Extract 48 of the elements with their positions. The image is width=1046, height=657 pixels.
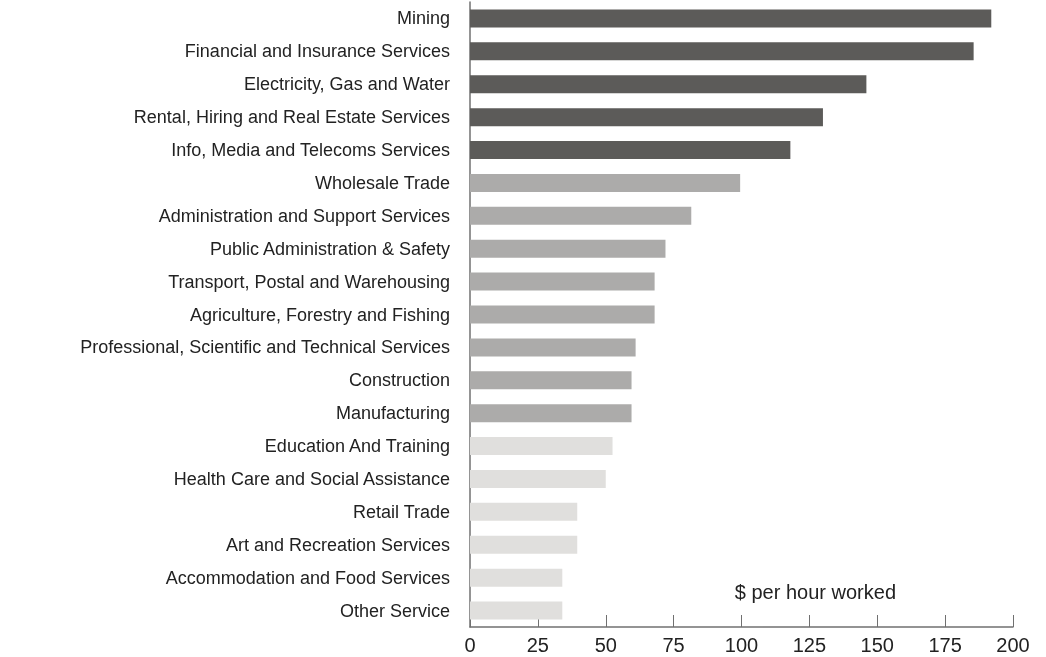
y-tick-label: Art and Recreation Services [225, 534, 450, 555]
x-tick-label: 100 [724, 634, 759, 656]
bar [470, 338, 636, 357]
x-axis-title: $ per hour worked [734, 581, 896, 603]
bar [470, 371, 632, 390]
bar [470, 502, 578, 521]
x-tick-label: 125 [792, 634, 827, 656]
x-tick-label: 0 [464, 634, 476, 656]
x-tick-label: 200 [996, 634, 1030, 656]
bar [470, 173, 741, 192]
y-tick-label: Manufacturing [335, 403, 450, 424]
y-tick-label: Agriculture, Forestry and Fishing [189, 304, 450, 325]
bar [470, 42, 974, 61]
bar [470, 108, 823, 127]
y-tick-label: Health Care and Social Assistance [173, 468, 450, 489]
y-tick-label: Rental, Hiring and Real Estate Services [133, 107, 450, 128]
bar [470, 437, 613, 456]
y-tick-label: Mining [396, 8, 450, 29]
x-tick-label: 150 [860, 634, 894, 656]
x-tick-label: 50 [594, 634, 617, 656]
x-tick-label: 75 [662, 634, 685, 656]
y-tick-label: Professional, Scientific and Technical Services [80, 337, 450, 358]
bar [470, 535, 578, 554]
y-tick-label: Transport, Postal and Warehousing [168, 271, 450, 292]
bar [470, 601, 563, 620]
x-tick-label: 175 [928, 634, 962, 656]
bar [470, 272, 655, 291]
bar [470, 206, 692, 225]
y-tick-label: Electricity, Gas and Water [243, 74, 450, 95]
y-tick-label: Other Service [339, 600, 450, 621]
y-tick-label: Administration and Support Services [158, 205, 450, 226]
bar [470, 305, 655, 324]
y-tick-label: Education And Training [264, 436, 450, 457]
bar [470, 469, 606, 488]
bar [470, 141, 791, 160]
bar [470, 239, 666, 258]
bar [470, 404, 632, 423]
bar [470, 9, 992, 28]
bar [470, 568, 563, 587]
x-tick-label: 25 [526, 634, 549, 656]
y-tick-label: Public Administration & Safety [209, 238, 450, 259]
y-tick-label: Info, Media and Telecoms Services [171, 140, 450, 161]
y-tick-label: Financial and Insurance Services [184, 41, 450, 62]
y-tick-label: Retail Trade [352, 501, 450, 522]
bar [470, 75, 867, 94]
y-tick-label: Accommodation and Food Services [165, 567, 450, 588]
y-tick-label: Construction [348, 370, 450, 391]
y-tick-label: Wholesale Trade [314, 172, 450, 193]
